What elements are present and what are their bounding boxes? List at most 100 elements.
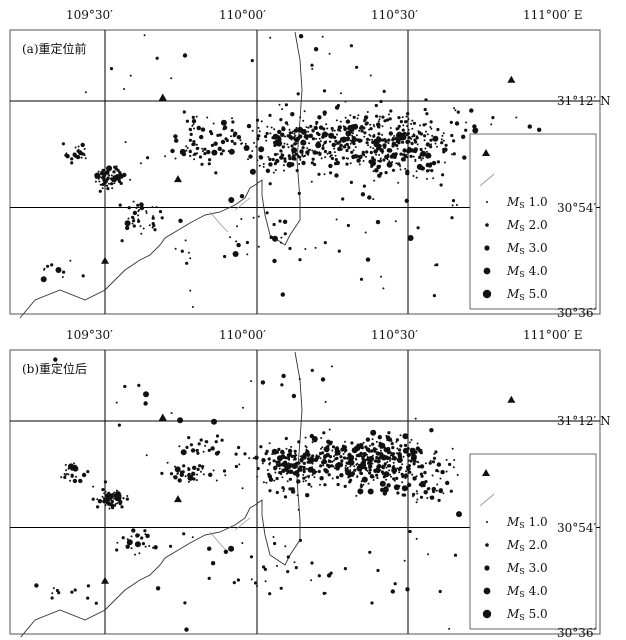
earthquake-marker <box>454 121 460 126</box>
earthquake-marker <box>268 489 272 493</box>
earthquake-marker <box>286 134 290 138</box>
latitude-tick-label: 30°54′ <box>557 520 597 535</box>
earthquake-marker <box>266 125 269 128</box>
earthquake-marker <box>378 139 381 141</box>
earthquake-marker <box>388 160 391 163</box>
earthquake-marker <box>373 460 376 463</box>
earthquake-marker <box>253 581 258 585</box>
earthquake-marker <box>323 483 327 487</box>
legend-magnitude-label: MS 1.0 <box>507 195 548 213</box>
earthquake-marker <box>99 171 105 176</box>
earthquake-marker <box>215 434 220 438</box>
earthquake-marker <box>424 480 428 484</box>
earthquake-marker <box>405 115 408 118</box>
earthquake-marker <box>472 124 477 129</box>
earthquake-marker <box>228 148 235 155</box>
earthquake-marker <box>400 466 403 469</box>
earthquake-marker <box>129 178 132 181</box>
earthquake-marker <box>360 192 366 197</box>
earthquake-marker <box>315 454 318 457</box>
earthquake-marker <box>64 463 67 466</box>
earthquake-marker <box>287 154 291 158</box>
earthquake-marker <box>401 485 408 492</box>
earthquake-marker <box>180 249 184 253</box>
earthquake-marker <box>198 464 202 468</box>
earthquake-marker <box>228 197 235 203</box>
earthquake-marker <box>179 148 186 155</box>
earthquake-marker <box>109 67 114 71</box>
earthquake-marker <box>105 498 107 501</box>
earthquake-marker <box>275 158 280 164</box>
earthquake-marker <box>343 484 347 488</box>
earthquake-marker <box>405 470 407 473</box>
earthquake-marker <box>314 246 317 249</box>
earthquake-marker <box>185 119 189 123</box>
earthquake-marker <box>125 544 130 549</box>
legend-magnitude-label: MS 4.0 <box>507 264 548 282</box>
earthquake-marker <box>311 470 317 475</box>
earthquake-marker <box>160 216 164 220</box>
earthquake-marker <box>385 434 388 437</box>
earthquake-marker <box>184 627 189 632</box>
earthquake-marker <box>361 476 368 483</box>
earthquake-marker <box>376 459 381 464</box>
earthquake-marker <box>307 482 311 486</box>
earthquake-marker <box>73 588 77 592</box>
earthquake-marker <box>424 462 427 465</box>
earthquake-marker <box>382 158 386 162</box>
earthquake-marker <box>195 479 198 482</box>
earthquake-marker <box>277 129 282 135</box>
earthquake-marker <box>211 418 217 425</box>
earthquake-marker <box>268 458 271 461</box>
earthquake-marker <box>53 357 58 362</box>
earthquake-marker <box>178 445 181 448</box>
earthquake-marker <box>264 134 268 139</box>
ms-symbol: M <box>507 515 520 529</box>
earthquake-marker <box>185 149 188 152</box>
earthquake-marker <box>293 132 296 135</box>
earthquake-marker <box>260 120 263 123</box>
earthquake-marker <box>346 456 349 459</box>
earthquake-marker <box>368 138 371 141</box>
earthquake-marker <box>375 473 379 477</box>
earthquake-marker <box>359 451 363 455</box>
earthquake-marker <box>275 450 279 454</box>
earthquake-marker <box>315 120 319 125</box>
earthquake-marker <box>223 549 229 554</box>
earthquake-marker <box>73 468 76 471</box>
earthquake-marker <box>395 440 398 443</box>
earthquake-marker <box>383 119 387 123</box>
earthquake-marker <box>311 128 314 131</box>
earthquake-marker <box>364 231 367 234</box>
earthquake-marker <box>177 478 182 483</box>
earthquake-marker <box>291 393 297 399</box>
earthquake-marker <box>61 276 64 278</box>
earthquake-marker <box>415 501 418 504</box>
earthquake-marker <box>269 235 273 239</box>
earthquake-marker <box>376 146 381 151</box>
earthquake-marker <box>377 123 381 127</box>
earthquake-marker <box>395 143 399 148</box>
earthquake-marker <box>116 541 119 544</box>
earthquake-marker <box>222 469 227 473</box>
earthquake-marker <box>145 533 150 539</box>
map-frame <box>9 29 601 315</box>
earthquake-marker <box>182 532 186 536</box>
earthquake-marker <box>197 442 201 446</box>
earthquake-marker <box>383 456 386 459</box>
earthquake-marker <box>114 504 117 507</box>
earthquake-events <box>40 34 542 308</box>
earthquake-marker <box>319 476 324 481</box>
earthquake-marker <box>284 135 286 138</box>
earthquake-marker <box>286 123 289 126</box>
earthquake-marker <box>352 132 354 135</box>
earthquake-marker <box>395 162 398 165</box>
earthquake-marker <box>537 127 542 132</box>
earthquake-marker <box>365 155 367 158</box>
earthquake-marker <box>323 141 326 144</box>
earthquake-marker <box>367 457 371 461</box>
earthquake-marker <box>139 202 142 205</box>
earthquake-marker <box>422 123 426 127</box>
earthquake-marker <box>307 476 310 479</box>
earthquake-marker <box>339 455 343 459</box>
